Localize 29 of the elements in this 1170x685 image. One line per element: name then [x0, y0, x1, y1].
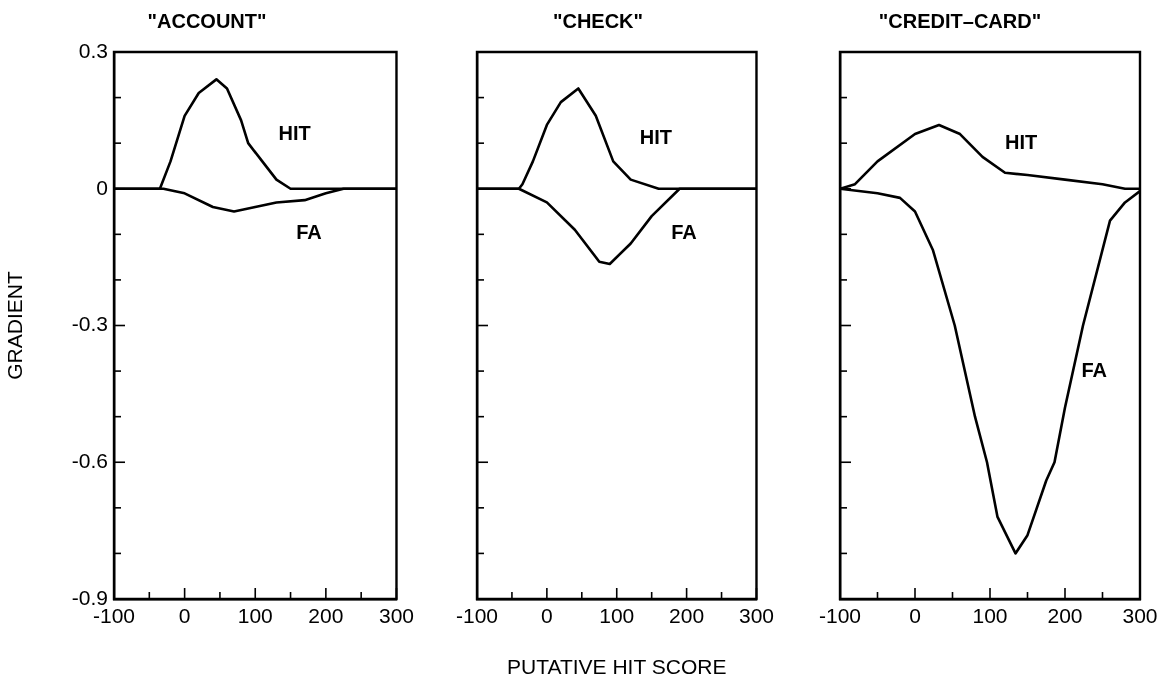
series-label: HIT [278, 121, 311, 144]
x-tick-label: 200 [308, 604, 344, 628]
chart-title: "CHECK" [552, 9, 644, 32]
x-axis-title: PUTATIVE HIT SCORE [507, 655, 727, 679]
y-tick-label: -0.6 [71, 449, 108, 473]
x-tick-label: 0 [909, 604, 921, 628]
x-tick-label: 0 [541, 604, 553, 628]
y-tick-label: -0.3 [71, 312, 108, 336]
x-tick-label: 0 [178, 604, 191, 628]
y-tick-label: 0.3 [78, 38, 108, 62]
x-tick-label: 300 [1122, 604, 1158, 628]
chart-title: "CREDIT–CARD" [878, 9, 1042, 32]
x-tick-label: 200 [1047, 604, 1083, 628]
series-label: FA [1081, 358, 1108, 381]
y-tick-label: 0 [96, 175, 108, 199]
x-tick-label: 100 [599, 604, 635, 628]
x-tick-label: 300 [378, 604, 414, 628]
x-tick-label: -100 [818, 604, 862, 628]
series-label: HIT [1005, 131, 1038, 154]
series-label: HIT [639, 126, 673, 149]
x-tick-label: -100 [455, 604, 499, 628]
x-tick-label: 100 [972, 604, 1008, 628]
chart-title: "ACCOUNT" [147, 9, 267, 32]
series-label: FA [671, 221, 697, 244]
series-label: FA [296, 221, 322, 244]
x-tick-label: 200 [669, 604, 705, 628]
y-axis-title: GRADIENT [3, 271, 27, 380]
x-tick-label: 100 [237, 604, 273, 628]
x-tick-label: 300 [738, 604, 774, 628]
